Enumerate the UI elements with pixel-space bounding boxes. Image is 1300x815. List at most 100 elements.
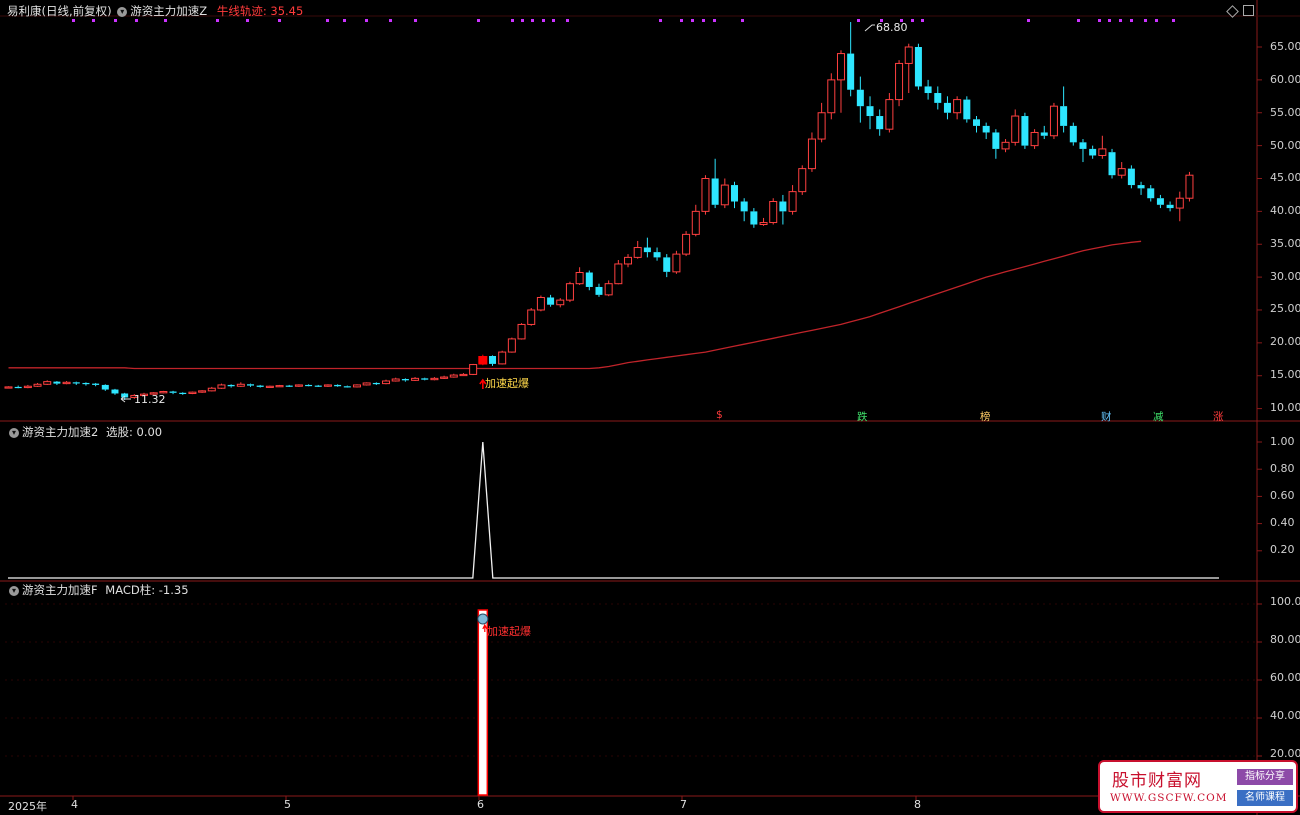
candle [169,390,177,395]
watermark-logo: 股市财富网 WWW.GSCFW.COM 指标分享 名师课程 [1098,760,1298,813]
indicator-dot [92,19,95,22]
candle [547,294,555,307]
candle-body [1147,188,1155,199]
candle-body [585,272,593,287]
chevron-down-icon[interactable]: ▾ [9,427,19,438]
event-marker-die[interactable]: 跌 [857,411,868,423]
signal-arrow-icon [479,378,487,389]
candle [314,384,322,387]
candle [489,355,496,366]
event-marker-zhang[interactable]: 涨 [1213,411,1224,423]
candle [72,381,80,385]
candle [1011,109,1020,146]
candle [992,129,1000,159]
candle-body [53,381,61,384]
candle-body [1098,148,1107,156]
indicator-dot [713,19,716,22]
stock-name[interactable]: 易利康 [7,4,42,18]
candle [973,116,980,133]
indicator-dot [921,19,924,22]
candle [1185,171,1194,202]
chevron-down-icon[interactable]: ▾ [117,6,128,17]
candle-body [876,116,884,130]
candle [536,295,545,312]
candle-body [653,252,661,258]
indicator-dot [702,19,705,22]
x-month-label: 5 [284,798,291,811]
window-box-icon[interactable] [1243,5,1254,16]
indicator-dot [365,19,368,22]
candle [130,394,139,399]
chevron-down-icon[interactable]: ▾ [9,585,19,596]
candle-body [188,391,197,394]
candle [788,185,797,215]
candle-body [101,384,109,390]
candle [323,384,332,387]
sub1-panel-header: ▾ 游资主力加速2 选股: 0.00 [7,423,162,441]
sub2-indicator-name[interactable]: 游资主力加速F [22,583,98,597]
candle [179,392,187,395]
candle [352,384,361,388]
y-tick-label: 0.20 [1270,543,1295,556]
candle-body [256,385,264,387]
candle [663,254,671,278]
event-marker-cai[interactable]: 财 [1101,411,1112,423]
indicator-dot [114,19,117,22]
candle-body [43,381,52,385]
candle [682,231,691,257]
candle-body [779,201,787,212]
candle-body [963,99,971,120]
candle [943,96,951,120]
indicator-dot [1119,19,1122,22]
candle-body [982,125,990,133]
candle [421,377,429,381]
candle [247,383,254,387]
candle-body [343,386,351,388]
candle [343,385,351,388]
candle [817,102,826,143]
candle-body [489,356,496,364]
candle [1137,181,1145,195]
candle-body [798,168,807,193]
candle [759,217,768,226]
candle-body [517,323,526,340]
sub1-indicator-name[interactable]: 游资主力加速2 [22,425,99,439]
indicator-name[interactable]: 游资主力加速Z [130,4,208,18]
candle-body [411,377,420,381]
candle-body [1166,204,1174,209]
candle [1127,165,1135,189]
candle-body [565,283,574,301]
candle [440,375,449,380]
candle-body [750,211,758,225]
high-price-label: 68.80 [876,21,908,34]
indicator-dot [1130,19,1133,22]
main-panel-header: 易利康(日线,前复权) ▾ 游资主力加速Z 牛线轨迹: 35.45 [7,2,303,20]
candle [23,384,32,389]
candle [904,43,913,94]
candle [382,379,391,385]
candle [750,208,758,228]
y-tick-label: 25.00 [1270,302,1300,315]
candle-body [856,89,864,107]
candle [1089,145,1097,159]
candle-body [382,380,391,385]
candle [372,382,380,385]
candle-body [33,383,42,387]
y-tick-label: 10.00 [1270,401,1300,414]
event-marker-dollar[interactable]: $ [716,409,723,421]
candle-body [575,272,584,285]
sub1-signal-line [8,441,1219,579]
y-tick-label: 35.00 [1270,237,1300,250]
candle [401,378,409,382]
watermark-tag: 名师课程 [1237,790,1293,806]
candle-body [1108,152,1116,176]
period-label[interactable]: (日线,前复权) [41,4,112,18]
candle [924,79,932,100]
candle [198,390,207,393]
y-tick-label: 100.0 [1270,595,1300,608]
event-marker-bang[interactable]: 榜 [980,411,991,423]
candle-body [247,384,254,386]
candle [430,377,439,381]
event-marker-jian[interactable]: 减 [1153,411,1164,423]
